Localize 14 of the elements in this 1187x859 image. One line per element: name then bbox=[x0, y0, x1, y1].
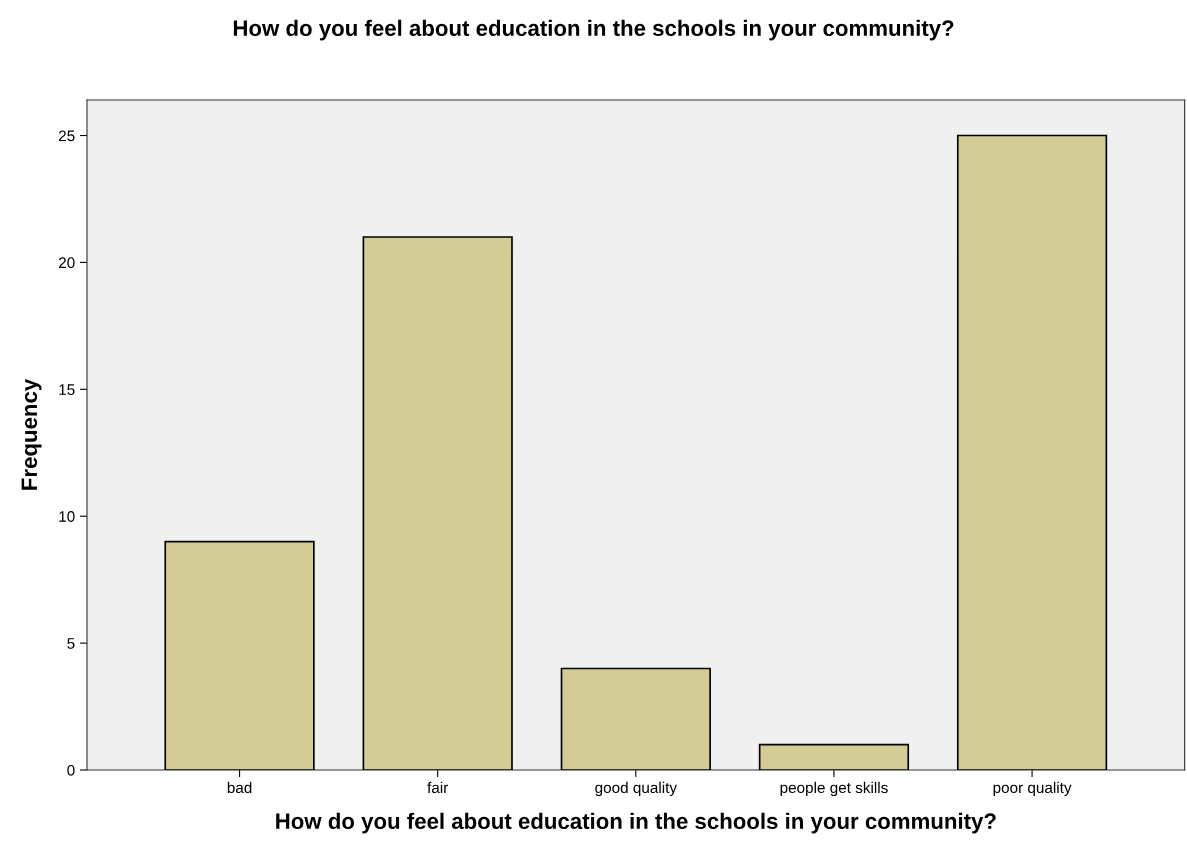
y-tick-label: 5 bbox=[67, 638, 75, 649]
x-tick-label: people get skills bbox=[780, 781, 888, 797]
x-tick-label: fair bbox=[427, 781, 449, 794]
x-tick-label: poor quality bbox=[993, 781, 1072, 797]
x-tick-label: good quality bbox=[595, 781, 677, 797]
y-tick-label: 10 bbox=[59, 511, 75, 522]
chart-title: How do you feel about education in the schools in your community? bbox=[233, 19, 954, 41]
y-axis-title: Frequency bbox=[21, 378, 42, 490]
y-tick-label: 0 bbox=[67, 764, 75, 776]
x-axis-title: How do you feel about education in the schools in your community? bbox=[276, 812, 996, 834]
x-tick-label: bad bbox=[227, 781, 252, 794]
y-tick-label: 15 bbox=[59, 384, 75, 395]
y-tick-label: 25 bbox=[58, 130, 75, 142]
y-tick-label: 20 bbox=[58, 257, 75, 269]
